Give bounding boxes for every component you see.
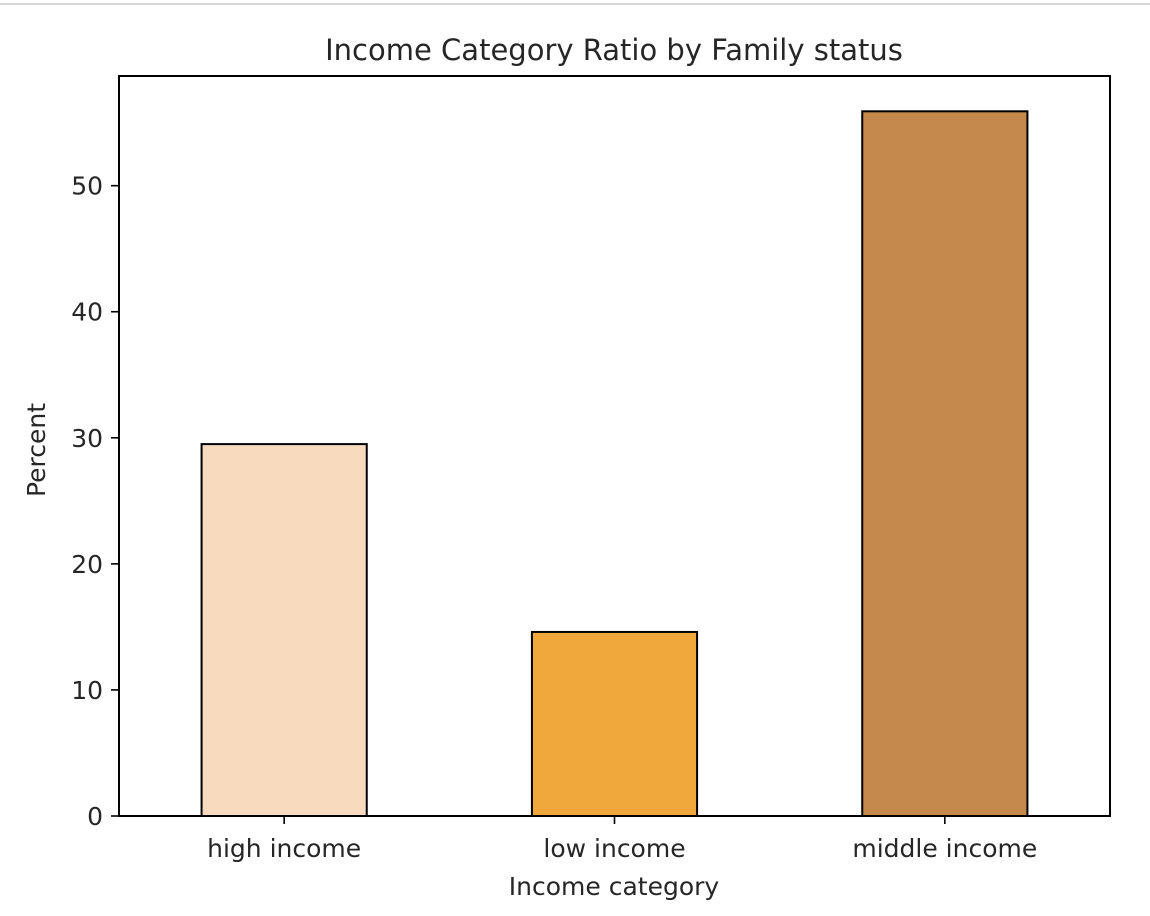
x-axis-label: Income category bbox=[509, 872, 720, 901]
y-tick-label: 10 bbox=[71, 676, 103, 705]
bar-low-income bbox=[530, 630, 699, 818]
x-tick-label: middle income bbox=[852, 834, 1037, 863]
chart-title: Income Category Ratio by Family status bbox=[325, 33, 903, 67]
y-axis: 0 10 20 30 40 50 bbox=[71, 172, 119, 831]
bar-high-income bbox=[200, 443, 368, 817]
y-tick-label: 30 bbox=[71, 424, 103, 453]
y-tick-label: 20 bbox=[71, 550, 103, 579]
top-divider bbox=[0, 3, 1150, 5]
bar-middle-income bbox=[861, 110, 1029, 818]
y-axis-label: Percent bbox=[22, 403, 51, 497]
y-tick-label: 40 bbox=[71, 298, 103, 327]
y-tick-label: 0 bbox=[87, 802, 103, 831]
y-tick-label: 50 bbox=[71, 172, 103, 201]
x-tick-label: low income bbox=[543, 834, 685, 863]
bars-layer bbox=[200, 110, 1029, 818]
x-tick-label: high income bbox=[207, 834, 361, 863]
x-axis: high income low income middle income bbox=[207, 816, 1037, 863]
